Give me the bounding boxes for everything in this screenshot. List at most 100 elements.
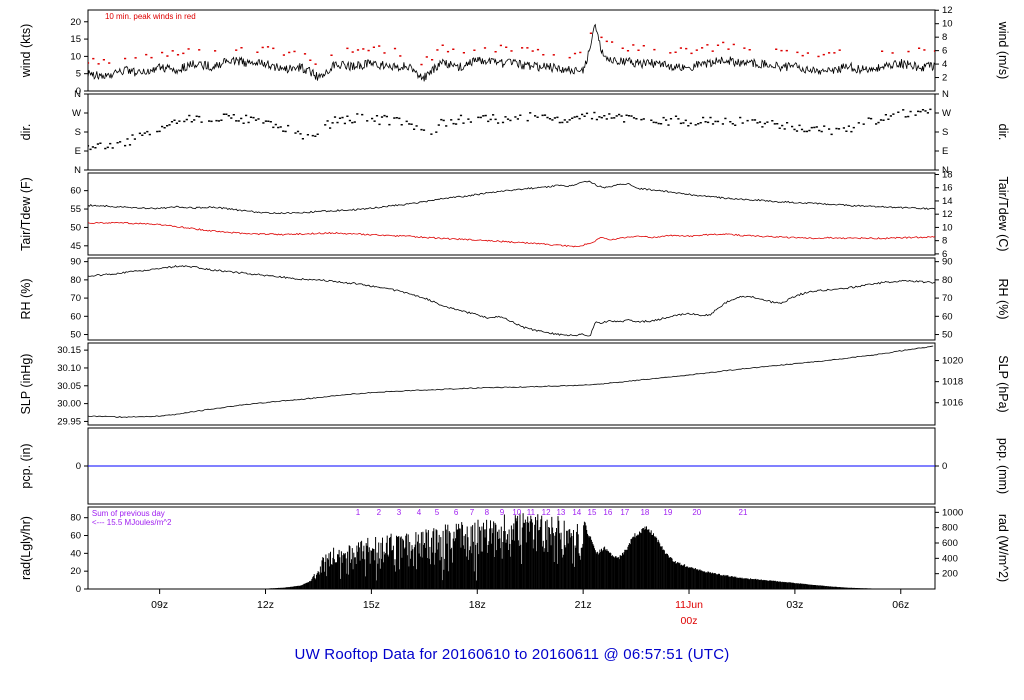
ylabel-left-temp: Tair/Tdew (F)	[19, 177, 33, 251]
x-tick-label: 11Jun	[675, 599, 703, 611]
ytick-left-temp: 55	[70, 204, 81, 215]
ytick-right-wind: 2	[942, 73, 947, 84]
ytick-left-rad: 40	[70, 548, 81, 559]
ytick-right-temp: 12	[942, 209, 953, 220]
ytick-left-wind: 5	[76, 69, 81, 80]
x-tick-label: 09z	[151, 599, 168, 611]
mj-marker-12: 12	[542, 508, 551, 517]
mj-marker-6: 6	[454, 508, 459, 517]
ytick-right-slp: 1016	[942, 398, 963, 409]
ytick-right-rad: 200	[942, 569, 958, 580]
x-tick-label: 18z	[469, 599, 486, 611]
ytick-left-rh: 60	[70, 311, 81, 322]
ylabel-right-pcp: pcp. (mm)	[996, 438, 1010, 494]
ylabel-right-temp: Tair/Tdew (C)	[996, 176, 1010, 251]
annotation-rad-1: <--- 15.5 MJoules/m^2	[92, 518, 172, 527]
x-tick-label: 03z	[786, 599, 803, 611]
mj-marker-1: 1	[356, 508, 361, 517]
mj-marker-9: 9	[500, 508, 505, 517]
ytick-right-temp: 16	[942, 183, 953, 194]
ytick-right-temp: 14	[942, 196, 953, 207]
ytick-right-temp: 8	[942, 236, 947, 247]
ytick-left-pcp: 0	[76, 461, 81, 472]
mj-marker-15: 15	[588, 508, 597, 517]
mj-marker-4: 4	[417, 508, 422, 517]
ylabel-left-wind: wind (kts)	[19, 24, 33, 78]
ytick-left-slp: 30.00	[57, 399, 81, 410]
ytick-left-dir: W	[72, 108, 81, 119]
ytick-right-dir: E	[942, 146, 948, 157]
ytick-left-rh: 70	[70, 293, 81, 304]
panel-temp: 45 50 55 60 6 8 10 12 14 16 18 Tair/Tdew (F) Tair/Td…	[19, 169, 1010, 259]
ytick-left-wind: 15	[70, 34, 81, 45]
ytick-left-wind: 10	[70, 51, 81, 62]
ytick-left-rad: 0	[76, 584, 81, 595]
ylabel-left-rad: rad(Lgly/hr)	[19, 516, 33, 580]
ytick-left-rh: 90	[70, 257, 81, 268]
ytick-left-wind: 0	[76, 86, 81, 97]
series-tdew	[88, 221, 935, 248]
mj-marker-8: 8	[485, 508, 490, 517]
ytick-left-rh: 80	[70, 275, 81, 286]
mj-marker-3: 3	[397, 508, 402, 517]
series-relative-humidity	[88, 265, 935, 337]
mj-marker-10: 10	[512, 508, 521, 517]
ytick-left-dir: N	[74, 89, 81, 100]
ytick-right-slp: 1020	[942, 356, 963, 367]
ytick-left-rh: 50	[70, 330, 81, 341]
ytick-right-dir: S	[942, 127, 948, 138]
ytick-right-wind: 6	[942, 46, 947, 57]
series-solar-radiation	[249, 513, 918, 589]
x-axis: 09z 12z 15z 18z 21z 11Jun 00z 03z 06z	[151, 589, 909, 627]
panel-plot-area-rad	[249, 513, 918, 589]
ytick-right-wind: 10	[942, 19, 953, 30]
ytick-right-dir: W	[942, 108, 951, 119]
mj-marker-19: 19	[663, 508, 672, 517]
ytick-left-wind: 20	[70, 17, 81, 28]
ytick-left-slp: 30.10	[57, 363, 81, 374]
x-tick-label: 21z	[575, 599, 592, 611]
ylabel-right-rad: rad (W/m^2)	[996, 514, 1010, 582]
ytick-right-rh: 60	[942, 311, 953, 322]
mj-marker-13: 13	[556, 508, 565, 517]
ytick-right-temp: 6	[942, 249, 947, 260]
mj-marker-21: 21	[739, 508, 748, 517]
ylabel-left-rh: RH (%)	[19, 279, 33, 320]
ytick-right-dir: N	[942, 165, 949, 176]
panel-rh: 50 60 70 80 90 50 60 70 80 90 RH (%) RH (%)	[19, 257, 1010, 341]
mj-marker-20: 20	[692, 508, 701, 517]
mj-marker-7: 7	[470, 508, 475, 517]
chart-title: UW Rooftop Data for 20160610 to 20160611…	[294, 646, 730, 663]
ytick-left-dir: S	[75, 127, 81, 138]
ytick-right-wind: 12	[942, 5, 953, 16]
mj-marker-2: 2	[377, 508, 382, 517]
x-tick-label-2: 00z	[681, 615, 698, 627]
ytick-left-rad: 20	[70, 566, 81, 577]
ytick-left-dir: E	[75, 146, 81, 157]
annotation-rad-0: Sum of previous day	[92, 509, 165, 518]
ytick-right-temp: 18	[942, 169, 953, 180]
series-wind-peaks	[88, 32, 935, 66]
ylabel-right-slp: SLP (hPa)	[996, 355, 1010, 412]
series-wind-direction	[88, 108, 932, 151]
ytick-right-rh: 50	[942, 330, 953, 341]
mj-marker-5: 5	[435, 508, 440, 517]
ytick-left-slp: 30.15	[57, 345, 81, 356]
ytick-right-rad: 800	[942, 523, 958, 534]
panel-rad: 0 20 40 60 80 200 400 600 800 1000 rad(Lgly/hr) rad…	[19, 506, 1010, 595]
ytick-left-temp: 60	[70, 186, 81, 197]
mj-marker-17: 17	[620, 508, 629, 517]
series-tair	[88, 180, 935, 215]
ytick-left-temp: 45	[70, 241, 81, 252]
mj-marker-18: 18	[640, 508, 649, 517]
ytick-left-rad: 60	[70, 531, 81, 542]
ylabel-right-wind: wind (m/s)	[996, 21, 1010, 80]
ytick-right-wind: 4	[942, 59, 947, 70]
x-tick-label: 15z	[363, 599, 380, 611]
ylabel-left-pcp: pcp. (in)	[19, 443, 33, 488]
ytick-right-rh: 70	[942, 293, 953, 304]
panel-plot-area-slp	[88, 345, 934, 418]
mj-marker-11: 11	[527, 508, 536, 517]
ytick-right-dir: N	[942, 89, 949, 100]
